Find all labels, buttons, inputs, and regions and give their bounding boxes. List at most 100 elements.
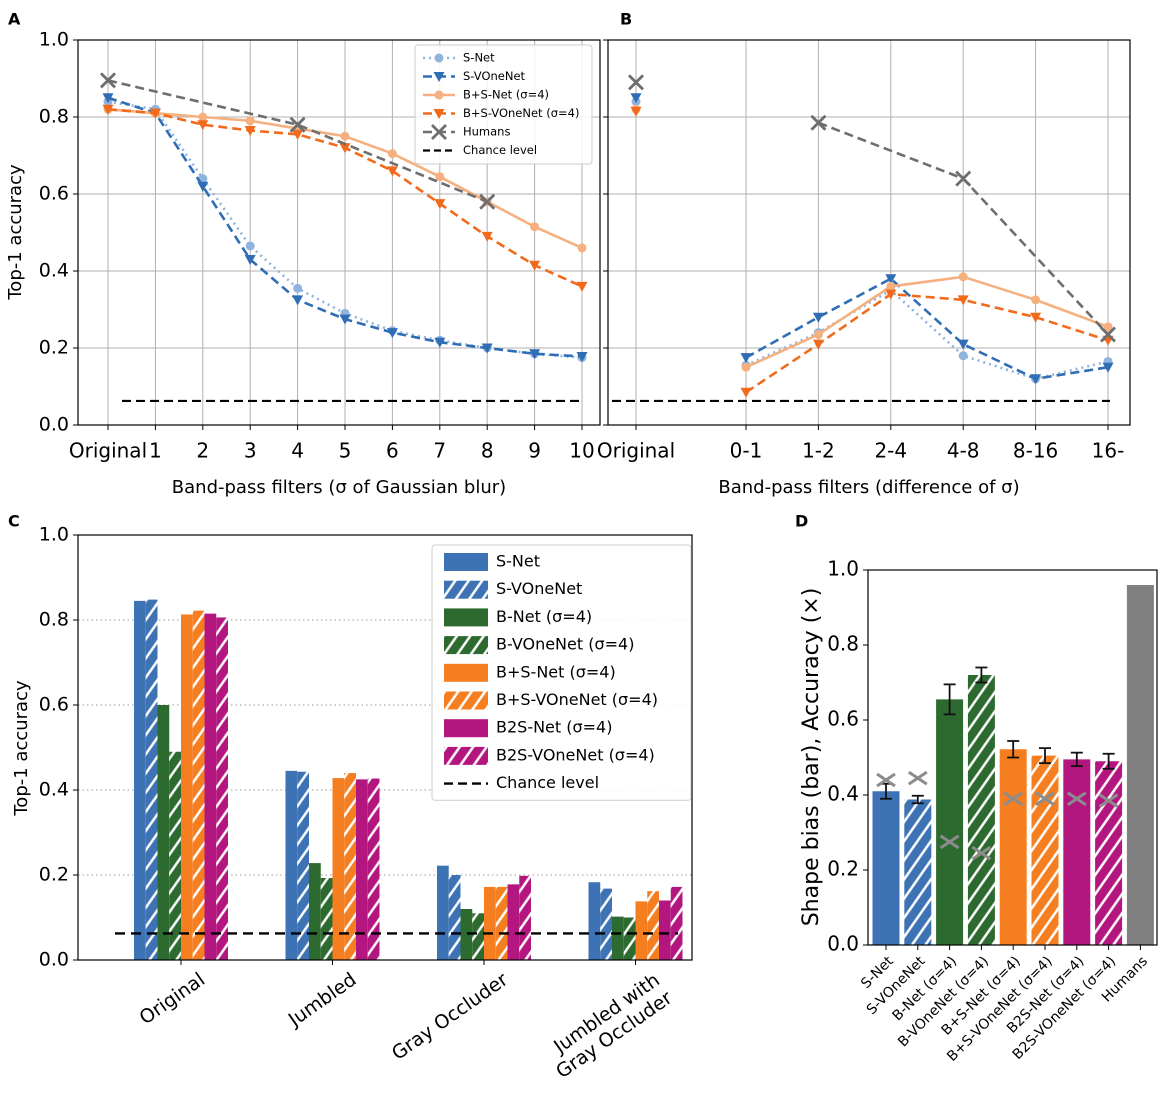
y-tick-label: 0.6: [827, 707, 859, 731]
legend-swatch: [444, 608, 488, 627]
y-tick-label: 1.0: [39, 524, 69, 546]
x-tick-label: 4: [291, 439, 304, 463]
marker: [100, 72, 116, 89]
x-tick-label: Jumbled: [284, 969, 361, 1032]
x-tick-label: 2-4: [874, 439, 907, 463]
y-axis-label: Shape bias (bar), Accuracy (×): [799, 588, 824, 927]
y-tick-label: 0.4: [827, 782, 859, 806]
x-tick-label: 8-16: [1013, 439, 1058, 463]
marker: [577, 243, 587, 253]
marker: [955, 170, 972, 187]
x-tick-label: 8: [481, 439, 494, 463]
x-tick-label: 10: [569, 439, 594, 463]
bar: [1095, 761, 1123, 945]
marker: [387, 149, 397, 159]
x-tick-label: Original: [135, 969, 209, 1030]
axes-frame: [77, 534, 693, 961]
axes-frame: [607, 39, 1131, 426]
accuracy-marker: [971, 845, 992, 861]
accuracy-marker: [1035, 791, 1055, 806]
marker: [885, 289, 897, 300]
series-line: [745, 275, 1109, 369]
y-tick-label: 0.2: [39, 337, 69, 359]
marker: [434, 90, 444, 100]
panel-letter: C: [8, 512, 20, 531]
y-axis-label: Top-1 accuracy: [11, 680, 32, 817]
marker: [292, 295, 304, 306]
marker: [813, 330, 823, 340]
marker: [812, 312, 824, 323]
marker: [741, 362, 751, 372]
legend-entry: Humans: [423, 124, 510, 140]
marker: [740, 353, 752, 364]
x-tick-label: 1-2: [802, 439, 835, 463]
bar: [588, 882, 601, 960]
y-tick-label: 1.0: [39, 29, 69, 51]
marker: [197, 181, 209, 192]
marker: [434, 337, 446, 348]
legend-label: B+S-VOneNet (σ=4): [496, 690, 658, 709]
bar: [999, 749, 1027, 945]
marker: [434, 53, 444, 63]
marker: [812, 339, 824, 350]
legend-frame: [431, 544, 692, 801]
bar: [936, 699, 964, 945]
marker: [740, 387, 752, 398]
marker: [435, 172, 445, 182]
accuracy-marker: [939, 834, 960, 850]
accuracy-marker: [1098, 793, 1119, 808]
marker: [1030, 312, 1042, 323]
legend-label: Humans: [463, 125, 510, 139]
marker: [149, 108, 161, 119]
accuracy-marker: [907, 770, 928, 786]
bar: [134, 600, 146, 960]
panel-letter: B: [620, 10, 632, 29]
legend-label: B+S-Net (σ=4): [463, 88, 549, 102]
bar: [181, 614, 193, 960]
marker: [630, 106, 642, 117]
marker: [1030, 374, 1042, 385]
legend-entry: B+S-VOneNet (σ=4): [423, 106, 579, 120]
marker: [433, 109, 445, 119]
legend-entry: S-VOneNet: [423, 69, 526, 83]
marker: [529, 260, 541, 271]
marker: [576, 351, 588, 362]
series-line: [107, 79, 488, 203]
bar: [612, 916, 624, 960]
x-tick-label: Original: [69, 439, 147, 463]
error-bar: [1070, 751, 1083, 768]
y-tick-label: 0.2: [827, 857, 859, 881]
bar: [904, 799, 932, 945]
bar: [367, 778, 380, 960]
x-tick-label: 1: [149, 439, 162, 463]
bar: [460, 909, 473, 960]
legend-swatch: [444, 636, 488, 655]
legend-label: B+S-VOneNet (σ=4): [463, 106, 579, 120]
marker: [339, 143, 351, 154]
series-line: [745, 277, 1109, 381]
bar: [659, 900, 671, 960]
legend-swatch: [444, 663, 488, 682]
panel-letter: A: [8, 10, 21, 29]
marker: [630, 93, 642, 104]
marker: [245, 241, 255, 251]
series-line: [745, 288, 1109, 381]
legend-label: B+S-Net (σ=4): [496, 662, 616, 681]
marker: [810, 114, 827, 131]
y-tick-label: 0.0: [39, 414, 69, 436]
legend-swatch: [444, 691, 488, 710]
legend-label: S-Net: [496, 552, 540, 571]
marker: [1102, 362, 1114, 373]
marker: [433, 72, 445, 82]
bar: [472, 913, 484, 960]
y-tick-label: 0.8: [39, 609, 69, 631]
bar: [169, 751, 181, 960]
x-tick-label: Jumbled withGray Occluder: [539, 968, 676, 1082]
marker: [957, 295, 969, 306]
y-axis-label: Top-1 accuracy: [5, 164, 26, 301]
error-bar: [975, 666, 988, 684]
y-tick-label: 0.8: [827, 632, 859, 656]
bar: [1126, 585, 1154, 945]
marker: [102, 93, 114, 104]
bar: [332, 778, 345, 960]
